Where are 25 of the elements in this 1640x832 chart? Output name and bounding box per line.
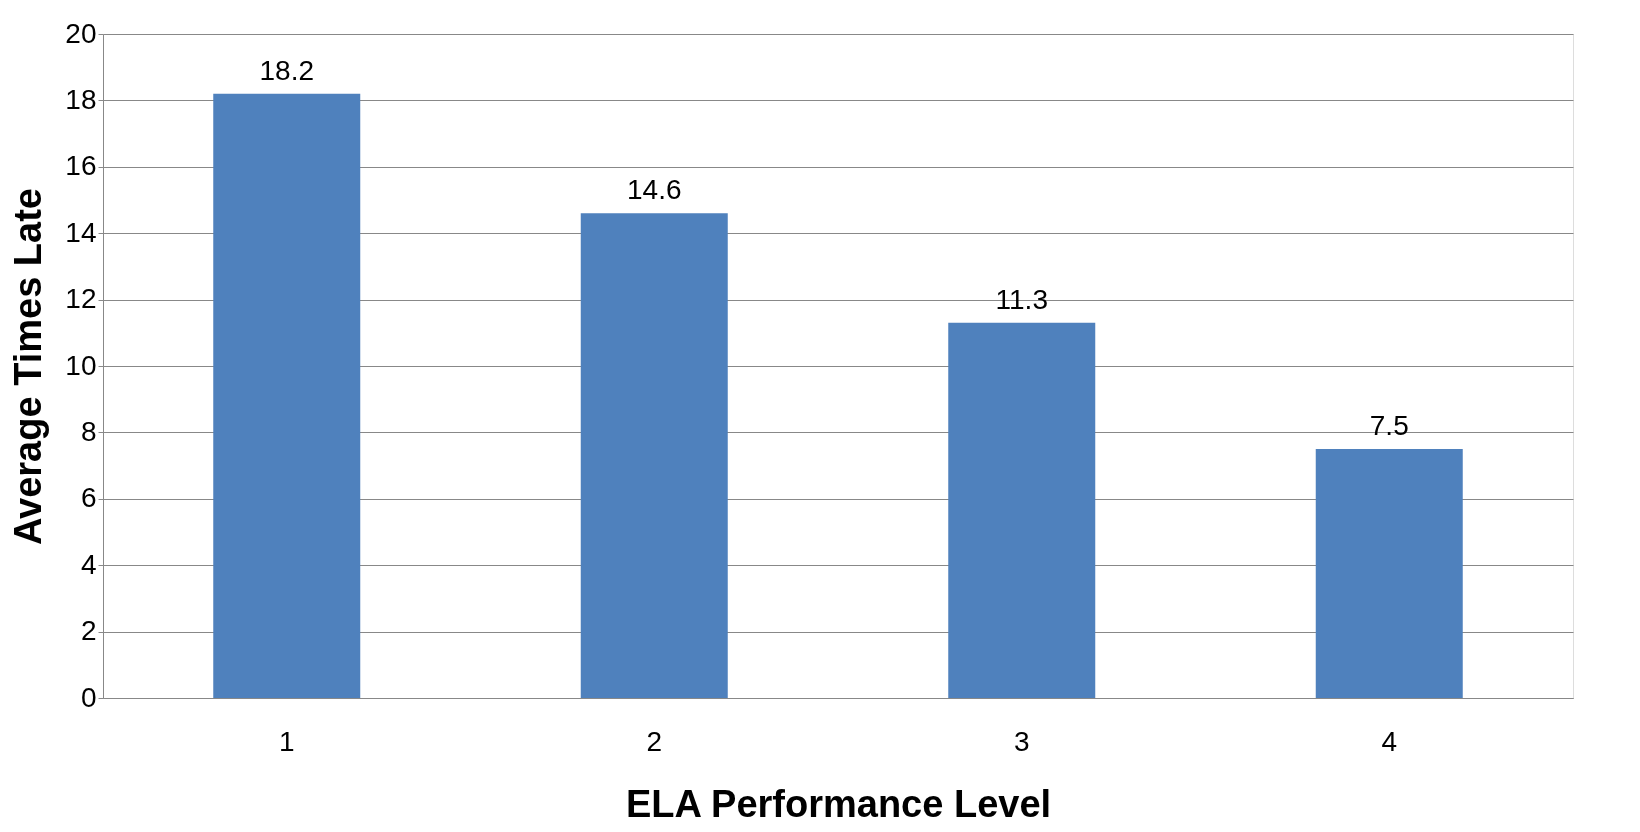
bar	[580, 213, 728, 698]
y-tick-label: 6	[80, 482, 97, 514]
y-tick-label: 8	[80, 415, 97, 447]
y-axis-title: Average Times Late	[7, 188, 50, 545]
bar	[1315, 449, 1463, 698]
x-axis-title: ELA Performance Level	[625, 782, 1052, 825]
x-tick-label: 1	[278, 725, 295, 757]
x-tick-label: 4	[1381, 725, 1398, 757]
y-tick-label: 0	[80, 681, 97, 713]
data-label: 14.6	[627, 174, 682, 206]
bar	[213, 93, 361, 698]
y-tick-label: 2	[80, 615, 97, 647]
bar	[948, 322, 1096, 698]
y-tick-label: 20	[65, 17, 97, 49]
y-tick-label: 16	[65, 150, 97, 182]
y-tick-label: 12	[65, 283, 97, 315]
y-tick-label: 14	[65, 216, 97, 248]
y-tick-label: 10	[65, 349, 97, 381]
data-label: 7.5	[1369, 410, 1409, 441]
x-tick-label: 2	[646, 725, 663, 757]
data-label: 11.3	[995, 283, 1048, 315]
x-tick-label: 3	[1013, 725, 1030, 757]
y-tick-label: 18	[65, 83, 97, 115]
y-tick-label: 4	[80, 548, 97, 580]
data-label: 18.2	[259, 54, 314, 86]
